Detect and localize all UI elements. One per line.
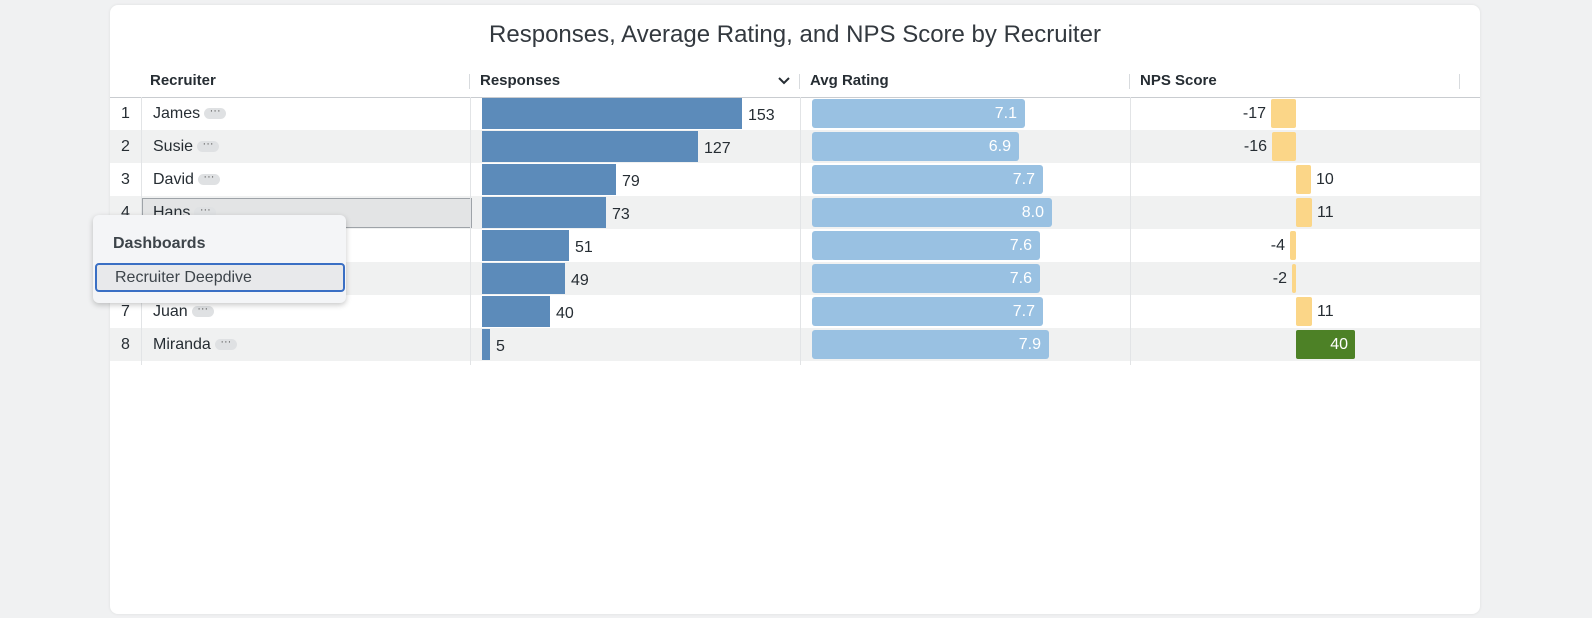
avg-rating-value: 7.9 [1018, 336, 1041, 353]
avg-rating-value: 7.6 [1009, 237, 1032, 254]
header-responses-label: Responses [480, 72, 561, 89]
nps-score-value: -16 [1243, 138, 1267, 155]
responses-value: 40 [556, 305, 574, 322]
responses-value: 153 [748, 107, 775, 124]
recruiter-name: James [153, 105, 201, 122]
avg-rating-value: 7.1 [994, 105, 1017, 122]
recruiter-name: Juan [153, 303, 188, 320]
header-recruiter[interactable]: Recruiter [150, 72, 216, 89]
table-row: 4 Hans ··· 73 8.0 11 [110, 196, 1480, 229]
sort-chevron-down-icon[interactable] [778, 76, 790, 86]
responses-bar[interactable] [482, 230, 569, 261]
responses-bar[interactable] [482, 263, 565, 294]
responses-bar[interactable] [482, 98, 742, 129]
avg-rating-bar[interactable] [812, 297, 1043, 326]
more-options-icon[interactable]: ··· [214, 337, 237, 351]
responses-value: 51 [575, 239, 593, 256]
avg-rating-value: 8.0 [1021, 204, 1044, 221]
recruiter-cell[interactable]: Susie ··· [153, 130, 220, 163]
row-index: 4 [121, 204, 130, 221]
menu-item-recruiter-deepdive[interactable]: Recruiter Deepdive [95, 263, 345, 292]
nps-score-bar[interactable] [1272, 132, 1296, 161]
responses-bar[interactable] [482, 296, 550, 327]
responses-bar[interactable] [482, 329, 490, 360]
row-index: 2 [121, 138, 130, 155]
chart-title: Responses, Average Rating, and NPS Score… [489, 21, 1101, 48]
responses-bar[interactable] [482, 197, 606, 228]
recruiter-cell[interactable]: David ··· [153, 163, 220, 196]
recruiter-cell[interactable]: Miranda ··· [153, 328, 237, 361]
table-row: 8 Miranda ··· 5 7.9 40 [110, 328, 1480, 361]
nps-score-value: 11 [1317, 204, 1334, 221]
nps-score-bar[interactable] [1290, 231, 1296, 260]
more-options-icon[interactable]: ··· [197, 139, 220, 153]
avg-rating-value: 7.6 [1009, 270, 1032, 287]
nps-score-value: -2 [1272, 270, 1287, 287]
recruiter-name: David [153, 171, 194, 188]
avg-rating-bar[interactable] [812, 264, 1040, 293]
avg-rating-value: 7.7 [1012, 171, 1035, 188]
responses-value: 79 [622, 173, 640, 190]
avg-rating-bar[interactable] [812, 165, 1043, 194]
responses-value: 73 [612, 206, 630, 223]
nps-score-bar[interactable] [1296, 297, 1312, 326]
nps-score-value: -17 [1242, 105, 1266, 122]
row-index: 7 [121, 303, 130, 320]
responses-bar[interactable] [482, 131, 698, 162]
nps-score-bar[interactable] [1296, 198, 1312, 227]
avg-rating-value: 6.9 [988, 138, 1011, 155]
recruiter-cell[interactable]: Juan ··· [153, 295, 214, 328]
nps-score-value: 10 [1316, 171, 1334, 188]
drill-menu-popup: Dashboards Recruiter Deepdive [93, 215, 346, 303]
row-index: 8 [121, 336, 130, 353]
table-row: 7 Juan ··· 40 7.7 11 [110, 295, 1480, 328]
recruiter-name: Miranda [153, 336, 211, 353]
row-index: 1 [121, 105, 130, 122]
more-options-icon[interactable]: ··· [194, 205, 217, 219]
table-header: Recruiter Responses Avg Rating NPS Score [110, 65, 1480, 98]
nps-score-value: 40 [1330, 336, 1348, 353]
avg-rating-value: 7.7 [1012, 303, 1035, 320]
header-responses[interactable]: Responses [470, 65, 800, 97]
nps-score-value: 11 [1317, 303, 1334, 320]
more-options-icon[interactable]: ··· [204, 106, 227, 120]
avg-rating-bar[interactable] [812, 231, 1040, 260]
avg-rating-bar[interactable] [812, 330, 1049, 359]
table-row: 2 Susie ··· 127 6.9 -16 [110, 130, 1480, 163]
recruiter-cell[interactable]: James ··· [153, 97, 227, 130]
header-divider [799, 74, 800, 89]
responses-value: 49 [571, 272, 589, 289]
header-avg-rating[interactable]: Avg Rating [810, 72, 889, 89]
more-options-icon[interactable]: ··· [191, 304, 214, 318]
header-divider [1459, 74, 1460, 89]
nps-score-bar[interactable] [1292, 264, 1296, 293]
header-nps-score[interactable]: NPS Score [1140, 72, 1217, 89]
recruiter-name: Susie [153, 138, 194, 155]
column-divider [470, 97, 471, 365]
avg-rating-bar[interactable] [812, 99, 1025, 128]
nps-score-value: -4 [1270, 237, 1285, 254]
avg-rating-bar[interactable] [812, 132, 1019, 161]
nps-score-bar[interactable] [1271, 99, 1296, 128]
more-options-icon[interactable]: ··· [197, 172, 220, 186]
nps-score-bar[interactable] [1296, 330, 1355, 359]
table-row: 1 James ··· 153 7.1 -17 [110, 97, 1480, 130]
column-divider [1130, 97, 1131, 365]
responses-value: 127 [704, 140, 731, 157]
avg-rating-bar[interactable] [812, 198, 1052, 227]
table-row: 3 David ··· 79 7.7 10 [110, 163, 1480, 196]
row-index: 3 [121, 171, 130, 188]
nps-score-bar[interactable] [1296, 165, 1311, 194]
responses-value: 5 [496, 338, 505, 355]
header-divider [1129, 74, 1130, 89]
responses-bar[interactable] [482, 164, 616, 195]
column-divider [800, 97, 801, 365]
header-divider [469, 74, 470, 89]
report-card: Responses, Average Rating, and NPS Score… [110, 5, 1480, 614]
popup-heading: Dashboards [113, 235, 206, 252]
table-row: 5517.6-4 [110, 229, 1480, 262]
